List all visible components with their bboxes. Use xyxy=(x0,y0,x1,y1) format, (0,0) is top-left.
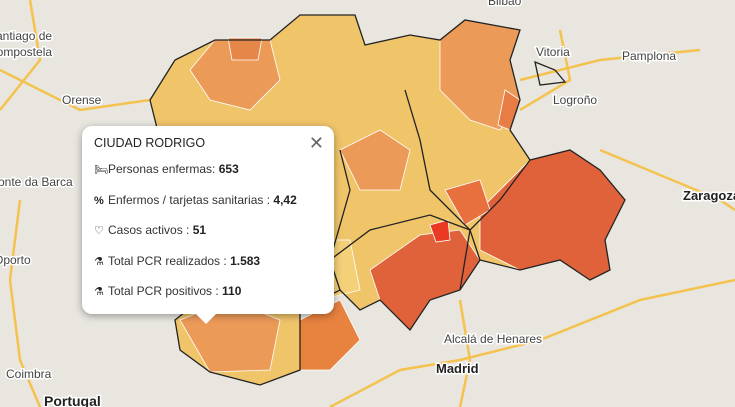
row-value: 4,42 xyxy=(273,192,297,207)
city-label: Alcalá de Henares xyxy=(444,332,542,346)
city-label: Oporto xyxy=(0,253,31,267)
popup-row: ♡ Casos activos : 51 xyxy=(94,223,207,237)
city-label: Coimbra xyxy=(6,367,52,381)
popup-row: ⚗ Total PCR positivos : 110 xyxy=(94,284,242,298)
row-label: Casos activos : xyxy=(108,223,193,237)
row-label: Enfermos / tarjetas sanitarias : xyxy=(108,192,274,207)
popup-row: ⚗ Total PCR realizados : 1.583 xyxy=(94,253,261,268)
row-value: 1.583 xyxy=(230,253,261,268)
popup-row: 🛏Personas enfermas: 653 xyxy=(94,162,239,176)
city-label: Vitoria xyxy=(536,45,570,59)
city-label: Bilbao xyxy=(488,0,522,8)
popup-row: % Enfermos / tarjetas sanitarias : 4,42 xyxy=(94,192,297,207)
close-button[interactable]: ✕ xyxy=(308,133,324,153)
row-label: Total PCR positivos : xyxy=(108,284,223,298)
popup-title: CIUDAD RODRIGO xyxy=(94,136,206,150)
city-label: Santiago de xyxy=(0,29,52,43)
row-value: 110 xyxy=(222,284,242,298)
row-label: Total PCR realizados : xyxy=(108,253,231,268)
city-label: Ponte da Barca xyxy=(0,175,73,189)
city-label: Orense xyxy=(62,93,102,107)
country-label: Portugal xyxy=(44,393,101,407)
city-label: Pamplona xyxy=(622,49,676,63)
province-borders xyxy=(149,14,626,386)
info-popup: ✕ CIUDAD RODRIGO 🛏Personas enfermas: 653… xyxy=(82,126,334,324)
row-label: Personas enfermas: xyxy=(108,162,219,176)
row-value: 51 xyxy=(192,223,207,237)
row-value: 653 xyxy=(218,162,239,176)
city-label: Madrid xyxy=(436,361,479,376)
city-label: Zaragoza xyxy=(683,188,735,203)
city-label: Logroño xyxy=(553,93,597,107)
city-label: Compostela xyxy=(0,45,52,59)
